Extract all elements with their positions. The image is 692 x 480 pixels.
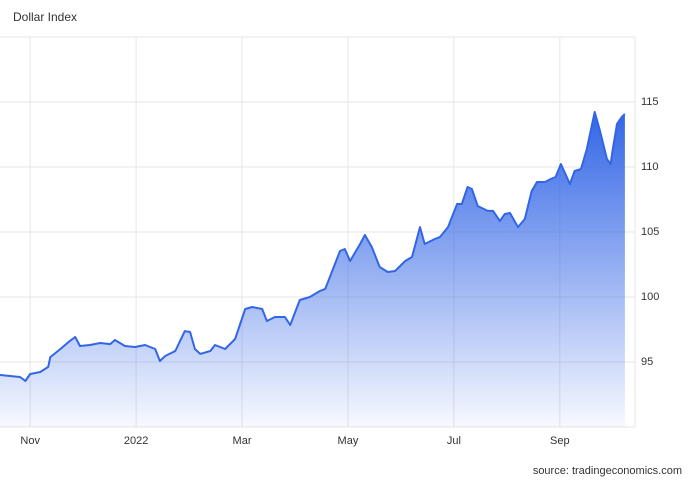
line bbox=[0, 111, 626, 382]
source: source: tradingeconomics.com bbox=[533, 465, 682, 477]
y-tick-label: 100 bbox=[641, 291, 659, 303]
area bbox=[0, 112, 625, 427]
chart-title: Dollar Index bbox=[13, 10, 77, 24]
y-tick-label: 105 bbox=[641, 226, 659, 238]
x-tick-label: Nov bbox=[20, 435, 40, 447]
y-tick-label: 110 bbox=[641, 161, 659, 173]
x-tick-label: Sep bbox=[550, 435, 570, 447]
x-tick-label: 2022 bbox=[124, 435, 148, 447]
x-tick-label: May bbox=[338, 435, 359, 447]
x-tick-label: Mar bbox=[233, 435, 252, 447]
x-tick-label: Jul bbox=[447, 435, 461, 447]
y-tick-label: 95 bbox=[641, 356, 653, 368]
y-tick-label: 115 bbox=[641, 96, 659, 108]
